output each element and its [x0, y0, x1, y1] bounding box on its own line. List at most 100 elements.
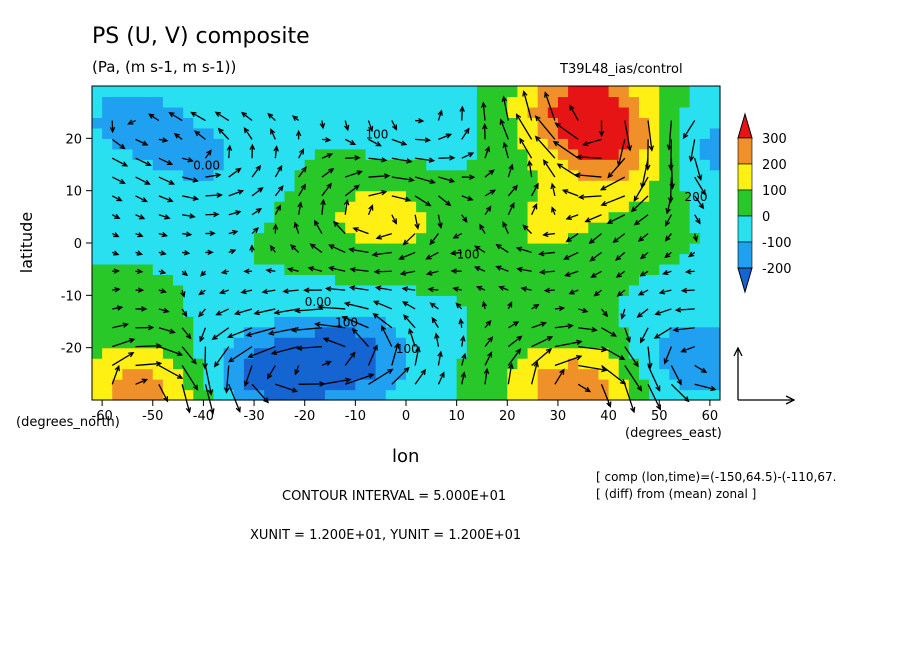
- heatmap-cell: [335, 117, 346, 129]
- heatmap-cell: [588, 148, 600, 160]
- heatmap-cell: [355, 138, 367, 150]
- heatmap-cell: [122, 243, 134, 255]
- heatmap-cell: [659, 379, 670, 391]
- wind-vector-head: [431, 316, 437, 324]
- wind-vector-head: [489, 189, 497, 195]
- heatmap-cell: [689, 253, 701, 265]
- heatmap-cell: [416, 305, 427, 317]
- heatmap-cell: [193, 295, 205, 307]
- heatmap-cell: [547, 305, 559, 317]
- wind-vector-head: [439, 371, 445, 378]
- heatmap-cell: [233, 305, 245, 317]
- heatmap-cell: [274, 159, 286, 171]
- heatmap-cell: [102, 253, 113, 265]
- wind-vector-head: [636, 385, 643, 392]
- heatmap-cell: [385, 117, 397, 129]
- heatmap-cell: [659, 148, 670, 160]
- heatmap-cell: [152, 127, 164, 139]
- heatmap-cell: [355, 274, 367, 286]
- heatmap-cell: [588, 263, 600, 275]
- wind-vector-shaft: [403, 233, 416, 245]
- wind-vector-head: [207, 389, 214, 396]
- heatmap-cell: [527, 190, 539, 202]
- wind-vector-shaft: [295, 308, 322, 312]
- heatmap-cell: [507, 263, 519, 275]
- heatmap-cell: [385, 358, 397, 370]
- wind-vector-shaft: [291, 327, 322, 332]
- heatmap-cell: [173, 127, 184, 139]
- heatmap-cell: [132, 86, 144, 98]
- wind-vector-shaft: [507, 363, 513, 385]
- heatmap-cell: [152, 180, 164, 192]
- wind-vector-head: [192, 195, 200, 201]
- heatmap-cell: [446, 169, 458, 181]
- heatmap-cell: [497, 368, 508, 380]
- heatmap-cell: [335, 389, 346, 401]
- heatmap-cell: [142, 96, 154, 108]
- heatmap-cell: [638, 243, 650, 255]
- heatmap-cell: [335, 138, 346, 150]
- heatmap-cell: [162, 326, 174, 338]
- heatmap-cell: [537, 148, 549, 160]
- wind-vector-head: [507, 301, 513, 308]
- heatmap-cell: [446, 253, 458, 265]
- heatmap-cell: [416, 138, 427, 150]
- heatmap-cell: [132, 117, 144, 129]
- heatmap-cell: [92, 274, 103, 286]
- heatmap-cell: [466, 211, 478, 223]
- heatmap-cell: [122, 222, 134, 234]
- heatmap-cell: [487, 106, 498, 118]
- heatmap-cell: [193, 106, 205, 118]
- heatmap-cell: [709, 379, 721, 391]
- heatmap-cell: [679, 243, 691, 255]
- heatmap-cell: [254, 295, 265, 307]
- heatmap-cell: [335, 159, 346, 171]
- heatmap-cell: [375, 222, 387, 234]
- heatmap-cell: [385, 159, 397, 171]
- heatmap-cell: [568, 243, 579, 255]
- wind-vector-head: [398, 254, 405, 260]
- wind-vector-head: [401, 301, 409, 307]
- heatmap-cell: [487, 347, 498, 359]
- wind-vector-head: [209, 230, 216, 237]
- heatmap-cell: [557, 263, 569, 275]
- wind-vector-shaft: [600, 176, 626, 191]
- heatmap-cell: [375, 232, 387, 244]
- heatmap-cell: [233, 358, 245, 370]
- heatmap-cell: [568, 190, 579, 202]
- heatmap-cell: [416, 284, 427, 296]
- heatmap-cell: [699, 106, 711, 118]
- heatmap-cell: [487, 263, 498, 275]
- wind-vector-head: [294, 307, 301, 314]
- heatmap-cell: [112, 358, 123, 370]
- heatmap-cell: [92, 159, 103, 171]
- heatmap-cell: [406, 263, 417, 275]
- heatmap-cell: [92, 180, 103, 192]
- heatmap-cell: [395, 326, 407, 338]
- heatmap-cell: [527, 232, 539, 244]
- wind-vector-head: [324, 286, 332, 292]
- heatmap-cell: [649, 138, 660, 150]
- heatmap-cell: [375, 284, 387, 296]
- heatmap-cell: [365, 305, 377, 317]
- wind-vector-shaft: [182, 195, 198, 200]
- heatmap-cell: [314, 326, 326, 338]
- wind-vector-head: [294, 369, 300, 376]
- heatmap-cell: [193, 180, 205, 192]
- heatmap-cell: [699, 148, 711, 160]
- wind-vector-head: [155, 361, 163, 367]
- heatmap-cell: [466, 358, 478, 370]
- wind-vector-head: [688, 155, 695, 163]
- heatmap-cell: [284, 86, 296, 98]
- wind-vector-shaft: [135, 214, 145, 220]
- heatmap-cell: [335, 358, 346, 370]
- heatmap-cell: [537, 379, 549, 391]
- heatmap-cell: [203, 96, 215, 108]
- heatmap-cell: [406, 326, 417, 338]
- heatmap-cell: [638, 295, 650, 307]
- heatmap-cell: [426, 358, 437, 370]
- heatmap-cell: [416, 243, 427, 255]
- wind-vector-head: [551, 206, 557, 213]
- heatmap-cell: [588, 117, 600, 129]
- wind-vector-head: [484, 145, 491, 153]
